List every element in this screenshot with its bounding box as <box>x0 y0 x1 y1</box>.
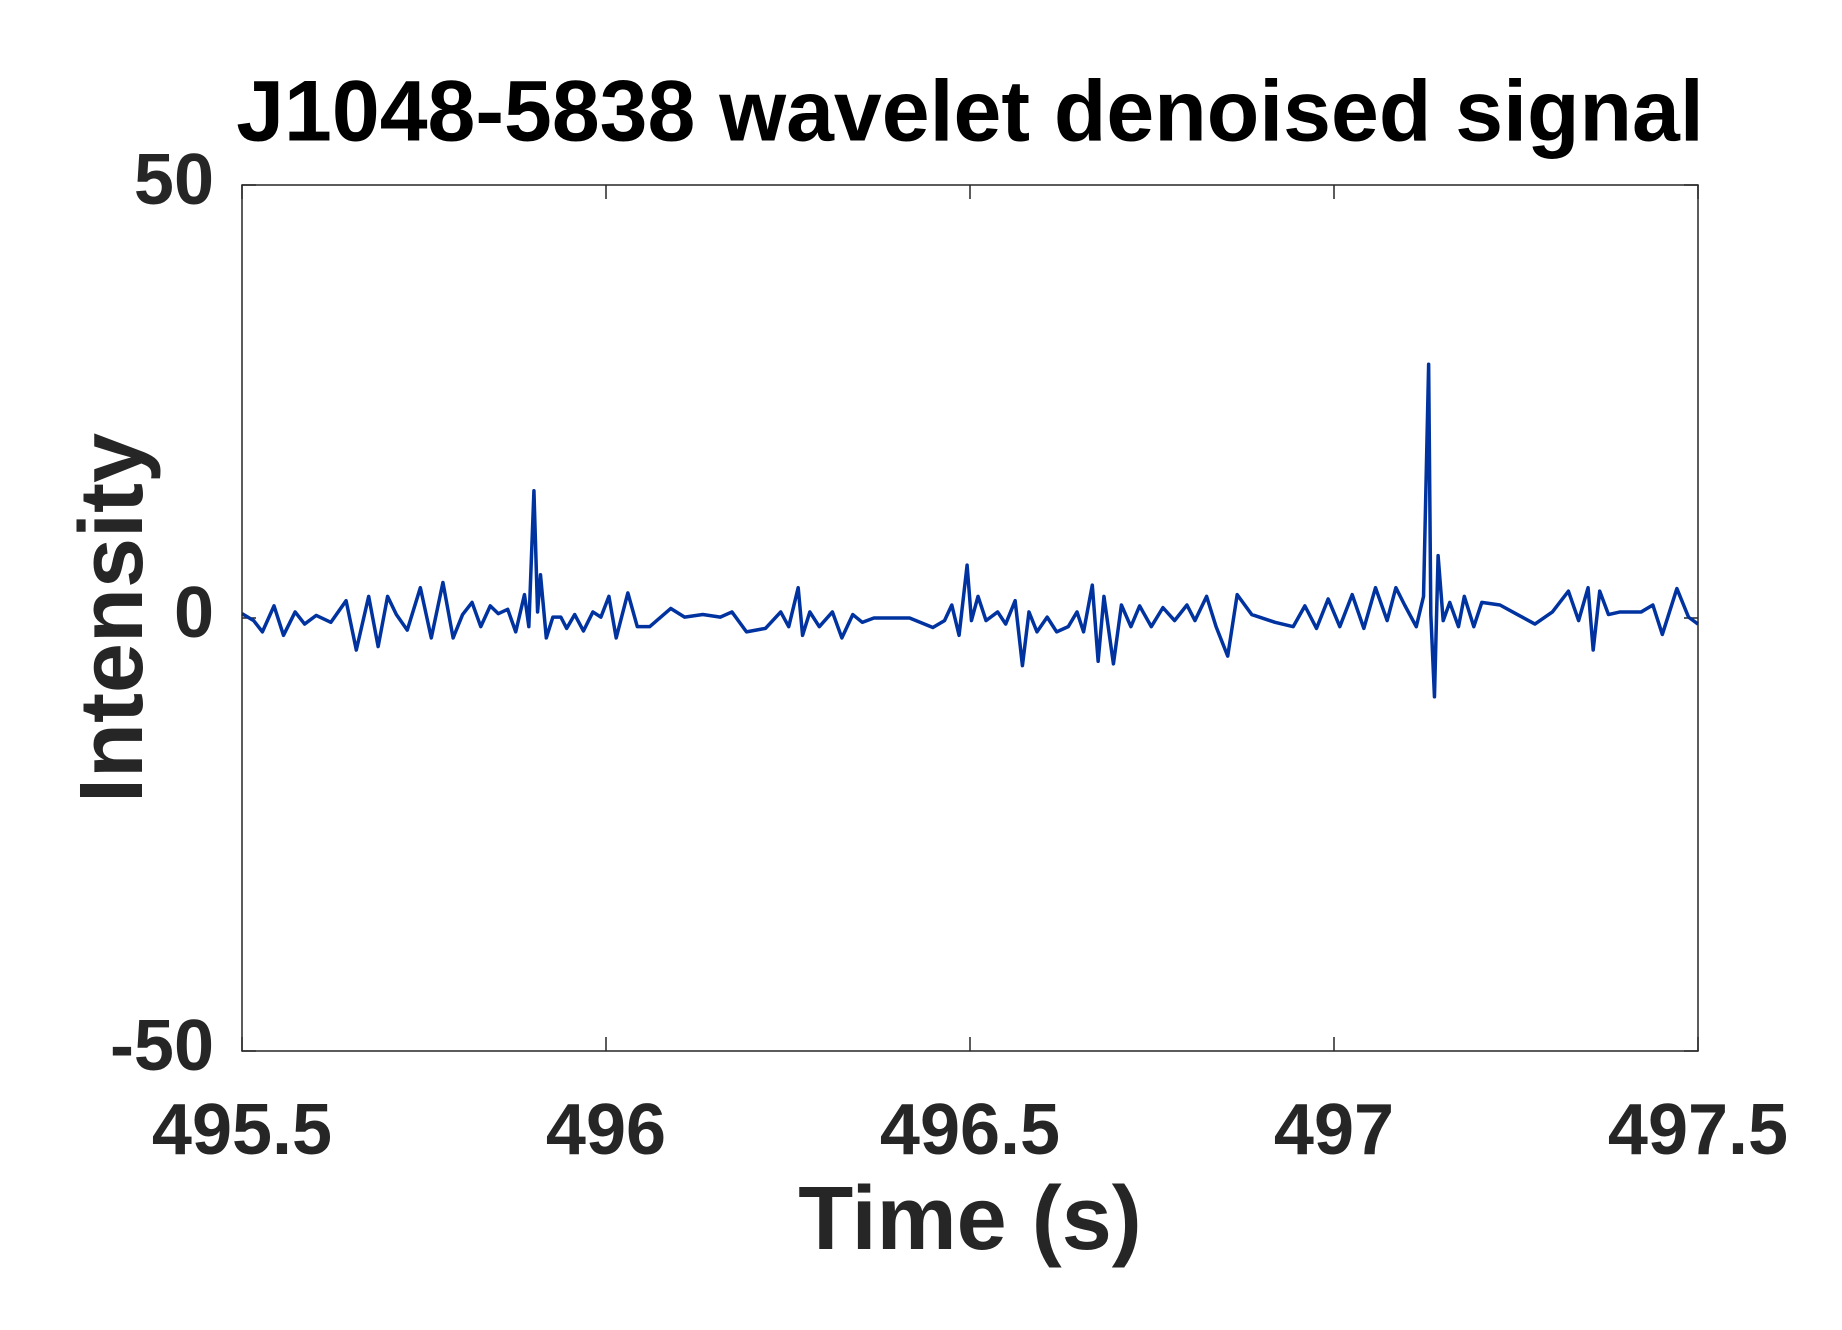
chart-title: J1048-5838 wavelet denoised signal <box>236 64 1704 160</box>
plot-frame <box>241 184 1699 1052</box>
x-axis-label: Time (s) <box>798 1169 1141 1269</box>
y-tick-label: 0 <box>174 573 214 653</box>
y-axis-label: Intensity <box>62 433 162 803</box>
x-tick-label: 497 <box>1274 1090 1394 1170</box>
y-tick-label: 50 <box>134 140 214 220</box>
x-tick-label: 496.5 <box>880 1090 1060 1170</box>
y-tick-label: -50 <box>110 1006 214 1086</box>
x-tick-label: 496 <box>546 1090 666 1170</box>
x-tick-label: 497.5 <box>1608 1090 1788 1170</box>
x-tick-label: 495.5 <box>152 1090 332 1170</box>
signal-line <box>241 362 1700 699</box>
